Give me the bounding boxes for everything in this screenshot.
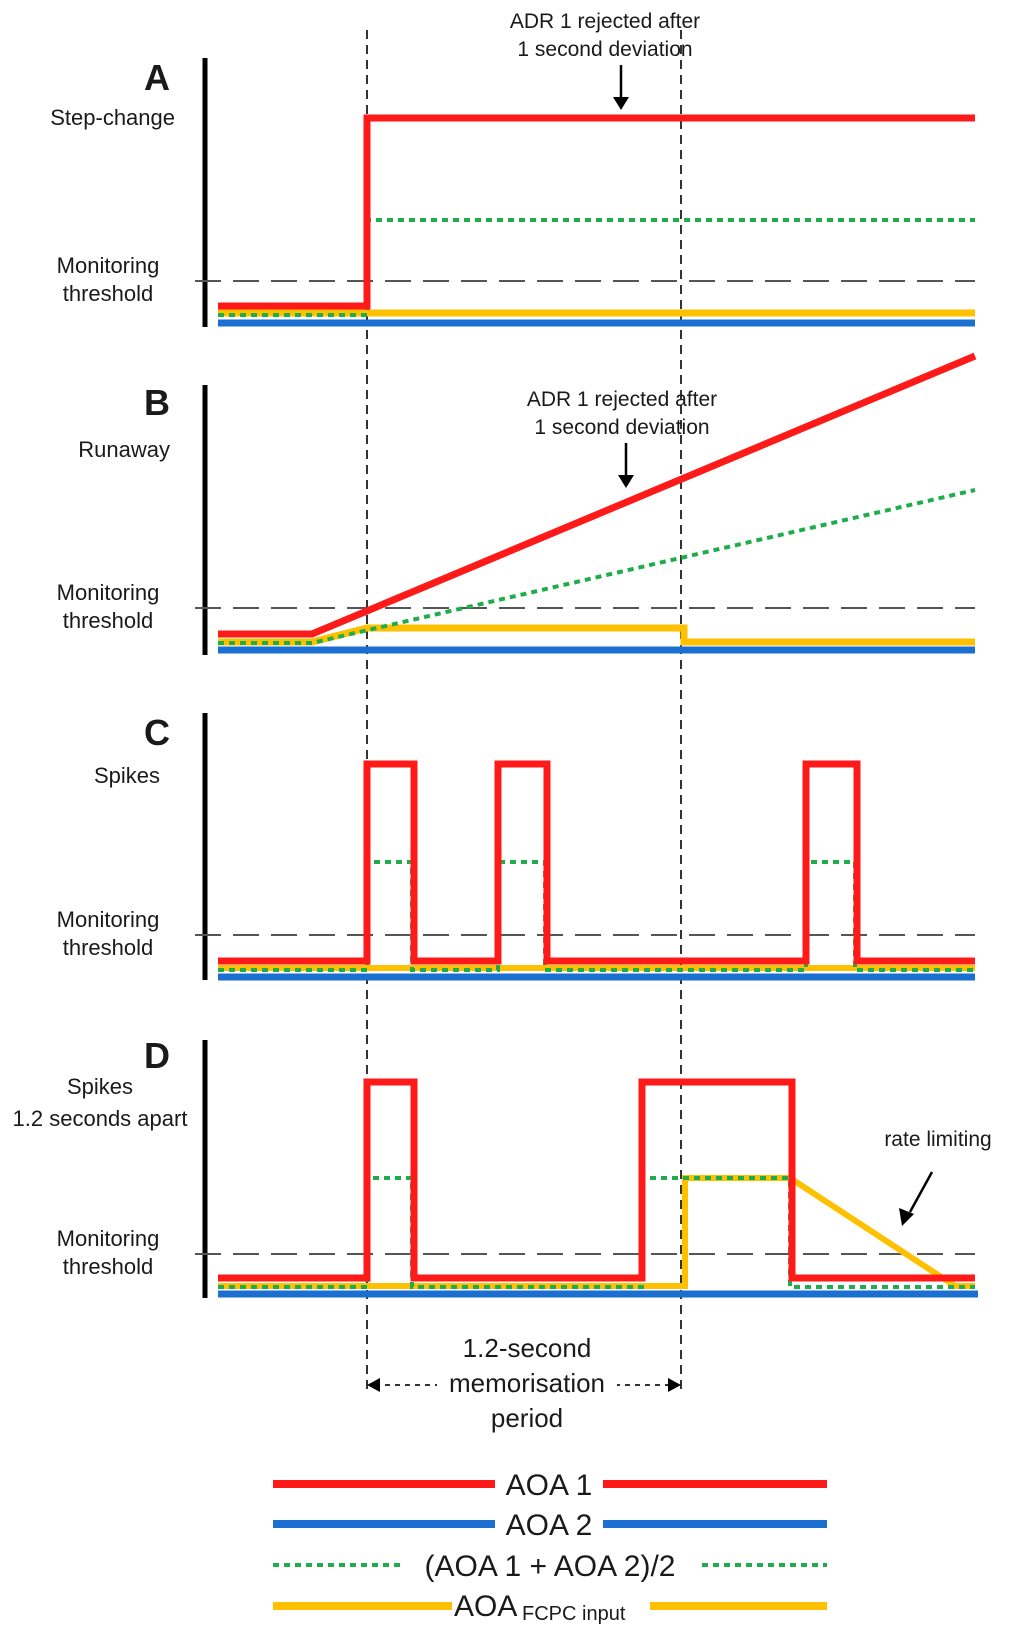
legend: AOA 1 AOA 2 (AOA 1 + AOA 2)/2 AOA FCPC i… <box>273 1466 827 1625</box>
panel-b-threshold-label-2: threshold <box>63 608 154 633</box>
panel-b-label: Runaway <box>78 437 170 462</box>
panel-d-annotation: rate limiting <box>884 1128 991 1151</box>
legend-fcpc-text-bg <box>452 1586 650 1624</box>
panel-a-threshold-label-2: threshold <box>63 281 154 306</box>
panel-b-letter: B <box>144 382 170 423</box>
panel-a-arrow-head <box>613 97 629 110</box>
panel-d-arrow-shaft <box>908 1171 934 1213</box>
panel-d-threshold-label-2: threshold <box>63 1254 154 1279</box>
panel-b-annotation-1: ADR 1 rejected after <box>527 388 717 411</box>
panel-b-annotation-2: 1 second deviation <box>534 416 709 439</box>
memorisation-line-1: 1.2-second <box>463 1333 592 1363</box>
panel-d-arrow-head <box>899 1208 914 1226</box>
legend-aoa2-text-bg <box>495 1506 603 1542</box>
panel-c-label: Spikes <box>94 763 160 788</box>
panel-a-annotation-1: ADR 1 rejected after <box>510 10 700 33</box>
legend-aoa1-text-bg <box>495 1466 603 1502</box>
memorisation-line-3: period <box>491 1403 563 1433</box>
panel-a: A Step-change Monitoring threshold ADR 1… <box>50 10 975 327</box>
panel-a-aoa1-line <box>218 114 975 310</box>
panel-b-arrow-head <box>618 475 634 488</box>
panel-c: C Spikes Monitoring threshold <box>57 712 975 981</box>
legend-fcpc-label: AOA <box>454 1590 517 1623</box>
memorisation-text-bg <box>437 1366 617 1400</box>
legend-item-fcpc: AOA FCPC input <box>273 1586 827 1625</box>
panel-d-aoa1-line <box>218 1078 975 1282</box>
panel-d-letter: D <box>144 1035 170 1076</box>
memorisation-line-2: memorisation <box>449 1368 605 1398</box>
panel-d-average-line <box>218 1176 975 1289</box>
legend-item-average: (AOA 1 + AOA 2)/2 <box>273 1546 827 1584</box>
panel-a-average-line <box>218 218 975 317</box>
panel-d-threshold-label-1: Monitoring <box>57 1226 160 1251</box>
legend-aoa2-label: AOA 2 <box>506 1509 593 1542</box>
panel-c-aoa1-line <box>218 760 975 965</box>
panel-b: B Runaway Monitoring threshold ADR 1 rej… <box>57 352 977 655</box>
panel-d-label-2: 1.2 seconds apart <box>13 1106 188 1131</box>
panel-d-fcpc-line <box>218 1175 975 1289</box>
memorisation-arrow-left <box>367 1378 380 1392</box>
memorisation-arrow-right <box>668 1378 681 1392</box>
legend-average-text-bg <box>400 1546 700 1584</box>
legend-fcpc-subscript: FCPC input <box>522 1603 626 1625</box>
panel-a-threshold-label-1: Monitoring <box>57 253 160 278</box>
panel-c-average-line <box>218 860 975 972</box>
panel-b-average-line <box>218 488 976 645</box>
panel-d: D Spikes 1.2 seconds apart Monitoring th… <box>13 1035 992 1298</box>
legend-average-label: (AOA 1 + AOA 2)/2 <box>425 1550 676 1583</box>
panel-b-aoa1-line <box>218 352 977 638</box>
memorisation-period: 1.2-second memorisation period <box>367 1333 681 1433</box>
panel-a-annotation-2: 1 second deviation <box>517 38 692 61</box>
panel-c-threshold-label-1: Monitoring <box>57 907 160 932</box>
legend-aoa1-label: AOA 1 <box>506 1469 593 1502</box>
panel-a-letter: A <box>144 57 170 98</box>
legend-item-aoa2: AOA 2 <box>273 1506 827 1542</box>
panel-c-letter: C <box>144 712 170 753</box>
panel-b-threshold-label-1: Monitoring <box>57 580 160 605</box>
panel-a-label: Step-change <box>50 105 175 130</box>
legend-item-aoa1: AOA 1 <box>273 1466 827 1502</box>
panel-c-threshold-label-2: threshold <box>63 935 154 960</box>
panel-d-label-1: Spikes <box>67 1074 133 1099</box>
